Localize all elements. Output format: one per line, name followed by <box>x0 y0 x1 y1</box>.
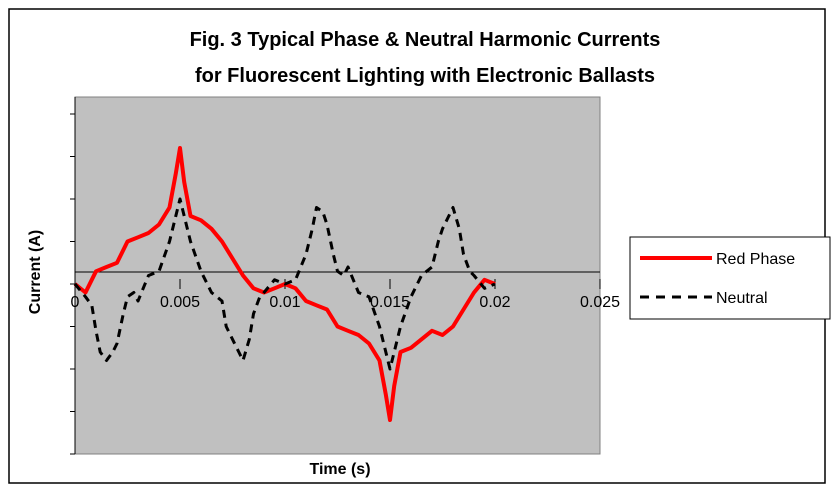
chart-title-line1: Fig. 3 Typical Phase & Neutral Harmonic … <box>190 29 661 51</box>
x-tick-label: 0.005 <box>160 294 200 311</box>
x-tick-label: 0.02 <box>479 294 510 311</box>
legend-box <box>629 236 831 320</box>
x-ticks <box>74 279 601 289</box>
legend: Red Phase Neutral <box>629 236 831 320</box>
x-tick-label: 0.01 <box>269 294 300 311</box>
legend-label-red-phase: Red Phase <box>716 251 795 268</box>
x-tick-label: 0 <box>71 294 80 311</box>
y-axis-title: Current (A) <box>27 230 44 314</box>
x-tick-label: 0.025 <box>580 294 620 311</box>
series-line-neutral <box>73 197 496 371</box>
y-ticks <box>70 113 75 455</box>
x-tick-label: 0.015 <box>370 294 410 311</box>
series-lines <box>73 146 496 422</box>
chart-title-line2: for Fluorescent Lighting with Electronic… <box>195 65 655 87</box>
legend-label-neutral: Neutral <box>716 290 768 307</box>
x-tick-labels: 0 0.005 0.01 0.015 0.02 0.025 <box>71 294 621 311</box>
plot-area <box>74 96 601 455</box>
x-axis-title: Time (s) <box>309 461 370 478</box>
